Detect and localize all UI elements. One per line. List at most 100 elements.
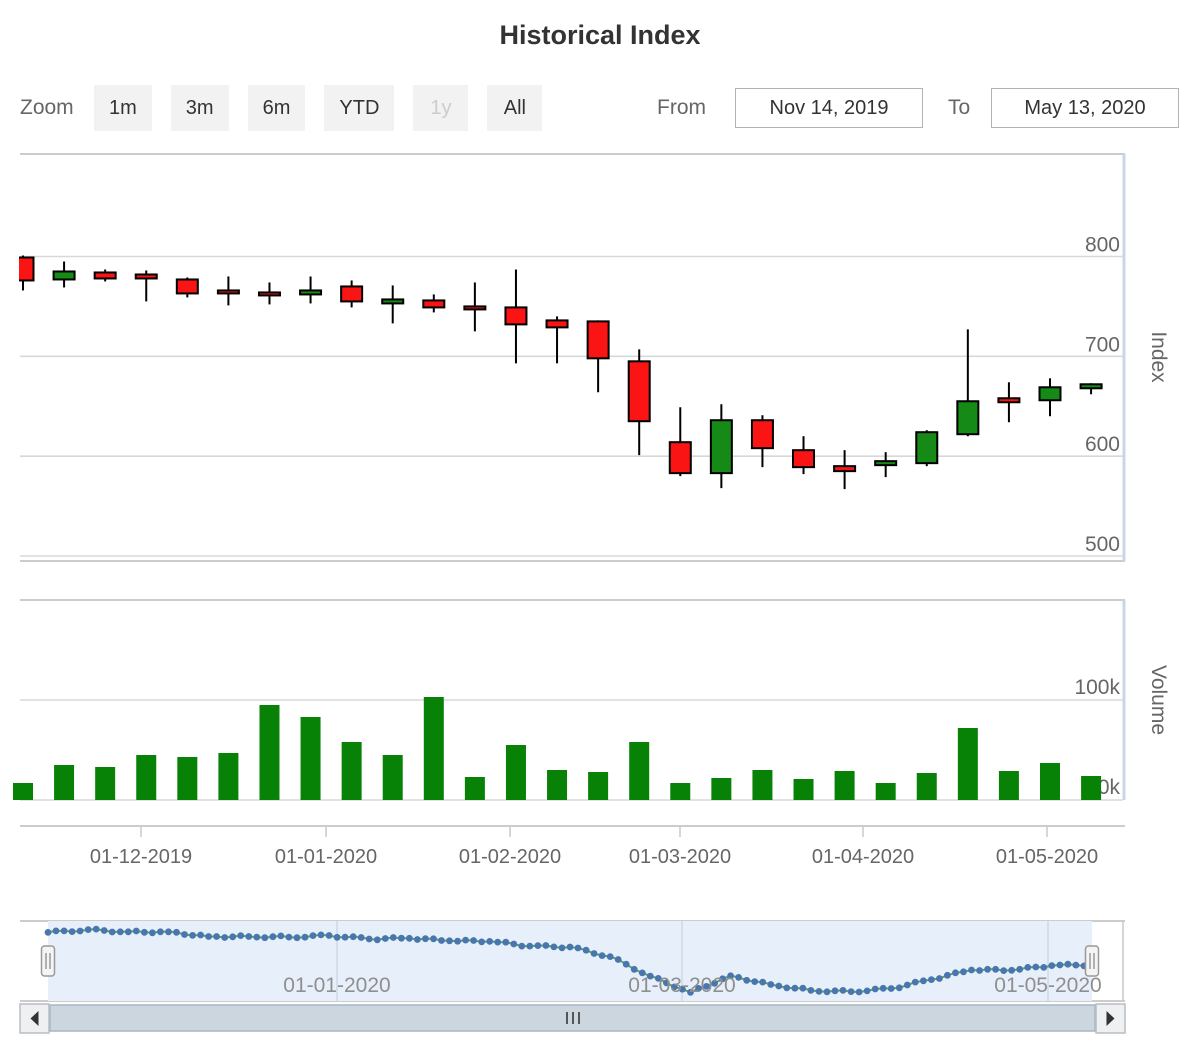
navigator-marker [1048, 962, 1056, 969]
navigator-handle-left[interactable] [40, 945, 56, 977]
navigator-handle-right[interactable] [1084, 945, 1100, 977]
volume-bar-2020-05-07[interactable] [1040, 763, 1060, 800]
candle-2019-11-14[interactable] [13, 255, 35, 291]
volume-bar-2020-04-02[interactable] [834, 771, 855, 800]
navigator-marker [727, 972, 734, 980]
navigator-marker [165, 928, 172, 936]
volume-bar-2020-02-13[interactable] [547, 770, 568, 800]
candle-2020-04-09[interactable] [874, 452, 898, 478]
index-plot-area[interactable] [20, 154, 1123, 561]
navigator-marker [349, 933, 357, 941]
candle-2020-01-16[interactable] [381, 285, 405, 324]
candle-2020-01-09[interactable] [340, 280, 364, 308]
candle-body [463, 305, 487, 311]
volume-bar-2020-03-05[interactable] [670, 783, 691, 800]
navigator-marker [237, 932, 245, 939]
volume-bar-2020-02-27[interactable] [629, 742, 650, 800]
volume-bar-2020-02-20[interactable] [588, 772, 609, 800]
candle-2020-04-30[interactable] [997, 382, 1021, 423]
navigator-marker [663, 979, 670, 987]
candle-2020-02-13[interactable] [545, 316, 569, 364]
volume-bar-2019-11-28[interactable] [95, 767, 116, 800]
navigator-marker [711, 979, 718, 987]
range-button-all[interactable]: All [487, 85, 543, 131]
candle-2019-12-19[interactable] [216, 276, 240, 306]
navigator-marker [558, 944, 566, 952]
navigator-marker [454, 937, 461, 945]
navigator-marker [325, 932, 333, 939]
volume-bar-2020-01-02[interactable] [300, 717, 321, 800]
navigator-marker [799, 984, 807, 992]
navigator-marker [566, 943, 574, 951]
volume-bar-2019-12-19[interactable] [218, 753, 239, 800]
range-button-6m[interactable]: 6m [247, 85, 306, 131]
volume-bar-2020-02-06[interactable] [505, 745, 526, 800]
candle-2019-12-12[interactable] [175, 277, 199, 298]
navigator[interactable]: 01-01-2020 01-03-2020 01-05-2020 [40, 921, 1124, 1001]
volume-bar-2020-01-23[interactable] [423, 697, 444, 800]
navigator-selected-range[interactable] [48, 921, 1092, 1001]
axis-labels: 800 700 600 500 100k 0k 01-12-2019 01-01-2020 01… [90, 234, 1170, 869]
candle-2020-04-16[interactable] [915, 430, 939, 467]
candle-2020-04-23[interactable] [956, 329, 980, 437]
to-date-input[interactable] [991, 88, 1179, 128]
volume-bar-2019-12-26[interactable] [259, 705, 280, 800]
navigator-marker [293, 934, 301, 942]
scrollbar-left-button[interactable] [19, 1003, 50, 1034]
candle-2020-01-30[interactable] [463, 282, 487, 332]
range-button-1m[interactable]: 1m [94, 85, 152, 131]
candle-2020-02-27[interactable] [627, 349, 651, 456]
candle-2019-12-26[interactable] [257, 282, 281, 305]
navigator-marker [430, 935, 437, 943]
candle-2020-01-02[interactable] [299, 276, 323, 304]
volume-bar-2020-05-13[interactable] [1081, 776, 1102, 800]
candle-2020-01-23[interactable] [422, 294, 446, 313]
volume-bar-2020-03-12[interactable] [711, 778, 732, 800]
volume-bar-2020-01-16[interactable] [382, 755, 403, 800]
navigator-marker [486, 938, 494, 945]
navigator-marker [679, 985, 686, 993]
candle-body [833, 465, 857, 473]
navigator-marker [1032, 963, 1040, 971]
navigator-axis-label: 01-05-2020 [994, 974, 1101, 997]
volume-bar-2019-11-14[interactable] [13, 783, 33, 800]
candle-2020-03-12[interactable] [709, 404, 733, 489]
candle-body [1038, 386, 1062, 402]
scrollbar-right-button[interactable] [1095, 1003, 1126, 1034]
candle-2020-03-05[interactable] [668, 407, 692, 477]
candle-2020-03-26[interactable] [792, 436, 816, 475]
candle-2020-02-06[interactable] [504, 269, 528, 364]
navigator-marker [791, 984, 799, 992]
navigator-axis-label: 01-01-2020 [283, 974, 390, 997]
candle-2019-12-05[interactable] [134, 270, 158, 302]
navigator-marker [767, 981, 775, 988]
candle-2020-05-13[interactable] [1079, 383, 1103, 395]
volume-bar-2020-01-09[interactable] [341, 742, 362, 800]
volume-bar-2020-03-26[interactable] [793, 779, 814, 800]
navigator-marker [839, 987, 847, 994]
volume-bar-2019-11-21[interactable] [54, 765, 75, 800]
range-button-ytd[interactable]: YTD [324, 85, 395, 131]
navigator-axis-label: 01-03-2020 [628, 974, 735, 997]
navigator-marker [606, 953, 614, 960]
range-button-3m[interactable]: 3m [170, 85, 229, 131]
volume-bar-2020-04-09[interactable] [875, 783, 896, 800]
candle-2020-04-02[interactable] [833, 450, 857, 490]
volume-bar-2020-04-16[interactable] [916, 773, 937, 800]
volume-bar-2020-03-19[interactable] [752, 770, 773, 800]
candle-2020-05-07[interactable] [1038, 378, 1062, 417]
volume-bar-2020-04-23[interactable] [957, 728, 978, 800]
from-date-input[interactable] [735, 88, 923, 128]
volume-bar-2019-12-05[interactable] [136, 755, 157, 800]
navigator-marker [550, 943, 558, 951]
volume-bar-2020-01-30[interactable] [464, 777, 485, 800]
volume-bar-2019-12-12[interactable] [177, 757, 198, 800]
candle-2020-02-20[interactable] [586, 320, 610, 393]
candle-2019-11-21[interactable] [52, 261, 76, 288]
volume-plot-area[interactable] [20, 600, 1123, 826]
candle-body [504, 306, 528, 326]
navigator-marker [646, 972, 654, 980]
candle-2020-03-19[interactable] [750, 415, 774, 468]
candle-2019-11-28[interactable] [93, 269, 117, 282]
volume-bar-2020-04-30[interactable] [998, 771, 1019, 800]
